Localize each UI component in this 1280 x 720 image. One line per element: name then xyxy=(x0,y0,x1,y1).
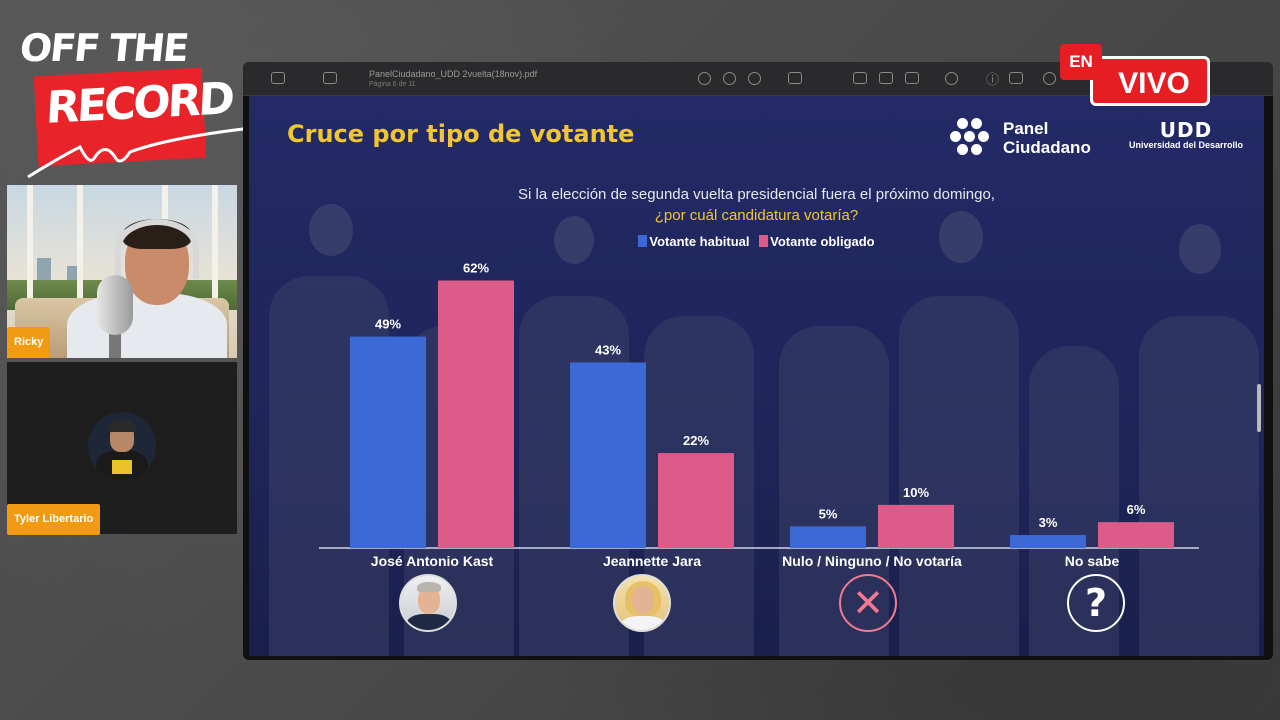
live-vivo-label: VIVO xyxy=(1090,56,1210,106)
live-en-label: EN xyxy=(1060,44,1102,80)
bar-habitual xyxy=(570,362,646,548)
bar-habitual xyxy=(1010,535,1086,548)
camera-feed-tyler xyxy=(7,362,237,534)
bar-value-label: 22% xyxy=(683,433,709,448)
category-label: José Antonio Kast xyxy=(371,553,494,569)
avatar-flag xyxy=(112,460,132,474)
bar-chart: 49% 62% José Antonio Kast 43% 22% Jeannette J… xyxy=(319,261,1199,569)
markup-pen-icon[interactable] xyxy=(788,72,802,84)
info-icon[interactable]: ⓘ xyxy=(986,72,1000,87)
highlight-icon[interactable] xyxy=(945,72,958,85)
rotate-icon[interactable] xyxy=(879,72,893,84)
mic-stand xyxy=(109,330,121,358)
udd-sub: Universidad del Desarrollo xyxy=(1128,140,1244,150)
background-person xyxy=(899,296,1019,656)
participant-name-tag: Tyler Libertario xyxy=(7,504,101,535)
bar-obligado xyxy=(438,280,514,548)
window-frame xyxy=(212,185,218,298)
share-sheet-icon[interactable] xyxy=(853,72,867,84)
bar-habitual xyxy=(790,526,866,548)
window-icon[interactable] xyxy=(271,72,285,84)
bar-value-label: 10% xyxy=(903,485,929,500)
background-person-head xyxy=(554,216,594,264)
background-building xyxy=(67,266,77,288)
shared-screen: PanelCiudadano_UDD 2vuelta(18nov).pdf Pá… xyxy=(243,62,1273,660)
show-logo: OFF THE RECORD xyxy=(10,22,260,182)
bar-value-label: 6% xyxy=(1127,502,1146,517)
bar-value-label: 49% xyxy=(375,317,401,332)
headphones-icon xyxy=(115,219,199,279)
background-person-head xyxy=(939,211,983,263)
live-badge: VIVO EN xyxy=(1060,44,1210,106)
bar-value-label: 5% xyxy=(819,506,838,521)
window-frame xyxy=(77,185,83,298)
camera-feed-ricky xyxy=(7,185,237,358)
category-label: No sabe xyxy=(1065,553,1120,569)
share-icon[interactable] xyxy=(1009,72,1023,84)
category-label: Nulo / Ninguno / No votaría xyxy=(782,553,962,569)
legend-label-habitual: Votante habitual xyxy=(649,234,750,249)
annotate-icon[interactable] xyxy=(905,72,919,84)
background-person-head xyxy=(1179,224,1221,274)
jara-photo-icon xyxy=(613,574,671,632)
sidebar-toggle-icon[interactable] xyxy=(323,72,337,84)
legend-item-obligado: Votante obligado xyxy=(759,234,875,249)
zoom-in-icon[interactable] xyxy=(748,72,761,85)
bar-value-label: 43% xyxy=(595,342,621,357)
logo-line1: OFF THE xyxy=(17,26,190,70)
zoom-out-icon[interactable] xyxy=(723,72,736,85)
host-body xyxy=(67,293,227,358)
legend-item-habitual: Votante habitual xyxy=(638,234,753,249)
slide-title: Cruce por tipo de votante xyxy=(287,120,635,148)
question-line1: Si la elección de segunda vuelta preside… xyxy=(518,186,995,203)
question-line2: ¿por cuál candidatura votaría? xyxy=(654,207,859,224)
question-icon: ? xyxy=(1067,574,1125,632)
bar-obligado xyxy=(658,453,734,548)
chart-legend: Votante habitual Votante obligado xyxy=(249,234,1264,249)
background-person-head xyxy=(309,204,353,256)
file-name: PanelCiudadano_UDD 2vuelta(18nov).pdf xyxy=(369,69,538,79)
scrollbar[interactable] xyxy=(1257,384,1261,432)
participant-name-tag: Ricky xyxy=(7,327,51,358)
page-indicator: Página 6 de 11 xyxy=(369,81,416,88)
category-label: Jeannette Jara xyxy=(603,553,701,569)
bar-value-label: 62% xyxy=(463,261,489,276)
survey-question: Si la elección de segunda vuelta preside… xyxy=(249,184,1264,226)
avatar xyxy=(88,412,156,480)
udd-logo: UDD Universidad del Desarrollo xyxy=(1121,118,1251,150)
bar-obligado xyxy=(878,504,954,548)
search-icon[interactable] xyxy=(1043,72,1056,85)
bar-obligado xyxy=(1098,522,1174,548)
window-frame xyxy=(27,185,33,298)
kast-photo-icon xyxy=(399,574,457,632)
presentation-slide: Cruce por tipo de votante Panel Ciudadan… xyxy=(249,96,1264,656)
udd-mark: UDD xyxy=(1159,118,1213,142)
bar-habitual xyxy=(350,336,426,548)
panel-logo-line1: Panel xyxy=(1003,119,1049,138)
bar-value-label: 3% xyxy=(1039,515,1058,530)
legend-swatch-obligado xyxy=(759,235,769,247)
microphone-icon xyxy=(97,275,133,335)
panel-ciudadano-logo: Panel Ciudadano xyxy=(949,116,1109,160)
legend-swatch-habitual xyxy=(638,235,648,247)
legend-label-obligado: Votante obligado xyxy=(770,234,875,249)
panel-logo-line2: Ciudadano xyxy=(1003,138,1091,157)
background-person xyxy=(1139,316,1259,656)
zoom-fit-icon[interactable] xyxy=(698,72,711,85)
avatar-cap xyxy=(108,420,136,432)
x-icon: ✕ xyxy=(839,574,897,632)
logo-swoosh xyxy=(27,125,260,179)
